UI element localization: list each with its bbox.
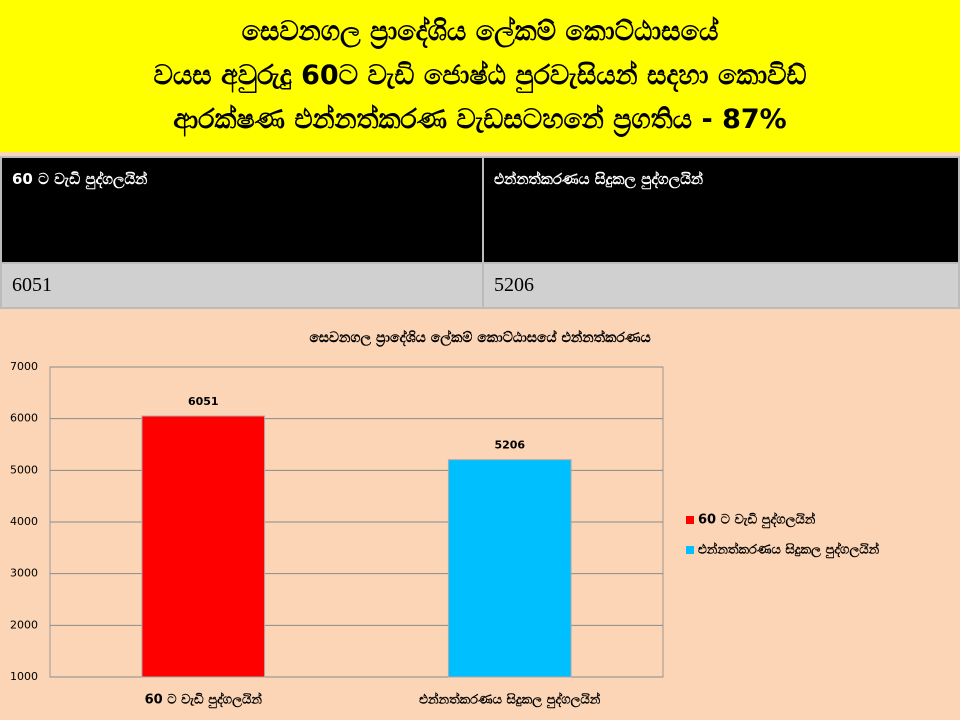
legend-swatch [686, 546, 694, 554]
chart-title: සෙවනගල ප්‍රාදේශිය ලේකම් කොට්ඨාසයේ එන්නත්… [309, 329, 650, 348]
legend-swatch [686, 516, 694, 524]
y-tick-label: 4000 [10, 515, 38, 528]
table-header: එන්නත්කරණය සිදුකල පුද්ගලයින් [482, 156, 960, 264]
table-header: 60 ට වැඩි පුද්ගලයින් [0, 156, 484, 264]
table-cell: 6051 [0, 262, 484, 309]
y-tick-label: 3000 [10, 567, 38, 580]
x-tick-label: 60 ට වැඩි පුද්ගලයින් [145, 690, 263, 708]
title-line: ආරක්ෂණ එන්නත්කරණ වැඩසටහනේ ප්‍රගතිය - 87% [173, 104, 787, 135]
y-tick-label: 1000 [10, 670, 38, 683]
legend-label: 60 ට වැඩි පුද්ගලයින් [698, 510, 816, 528]
data-table: 60 ට වැඩි පුද්ගලයින් එන්නත්කරණය සිදුකල පු… [0, 156, 960, 309]
data-label: 6051 [188, 395, 219, 408]
title-line: වයස අවුරුදු 60ට වැඩි ජොෂ්ඨ පුරවැසියන් සද… [153, 60, 807, 91]
y-tick-label: 5000 [10, 463, 38, 476]
title-line: සෙවනගල ප්‍රාදේශිය ලේකම් කොට්ඨාසයේ [241, 16, 719, 47]
y-tick-label: 7000 [10, 360, 38, 373]
table-cell: 5206 [482, 262, 960, 309]
y-tick-label: 2000 [10, 618, 38, 631]
x-tick-label: එන්නත්කරණය සිදුකල පුද්ගලයින් [419, 690, 601, 708]
title-band: සෙවනගල ප්‍රාදේශිය ලේකම් කොට්ඨාසයේ වයස අව… [0, 0, 960, 152]
bar [141, 415, 266, 678]
y-tick-label: 6000 [10, 412, 38, 425]
bar [447, 459, 572, 678]
data-label: 5206 [494, 439, 525, 452]
legend-label: එන්නත්කරණය සිදුකල පුද්ගලයින් [698, 540, 880, 558]
